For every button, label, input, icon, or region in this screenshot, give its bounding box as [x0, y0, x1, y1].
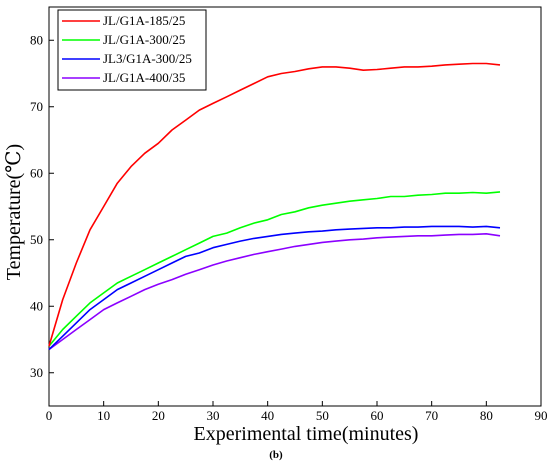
x-tick-label: 50: [316, 408, 329, 423]
legend-label: JL/G1A-400/35: [103, 70, 185, 85]
figure-caption: (b): [269, 449, 283, 461]
x-tick-label: 10: [97, 408, 110, 423]
y-tick-label: 60: [30, 165, 43, 180]
x-tick-label: 80: [480, 408, 493, 423]
x-tick-label: 40: [261, 408, 274, 423]
x-tick-label: 20: [152, 408, 165, 423]
y-axis-label: Temperature(℃): [3, 144, 25, 280]
axes: 0 10 20 30 40 50 60 70 80 90 30 40 50 60 70 80: [30, 6, 548, 423]
legend-box: [57, 9, 207, 91]
series-line-1: [48, 62, 501, 347]
x-tick-label: 60: [371, 408, 384, 423]
x-tick-label: 70: [425, 408, 438, 423]
legend: JL/G1A-185/25 JL/G1A-300/25 JL3/G1A-300/25…: [57, 9, 207, 91]
y-tick-label: 30: [30, 365, 43, 380]
series-line-2: [48, 191, 501, 347]
y-tick-label: 70: [30, 99, 43, 114]
y-tick-label: 80: [30, 32, 43, 47]
series-line-4: [48, 233, 501, 351]
y-tick-label: 50: [30, 232, 43, 247]
x-axis-label: Experimental time(minutes): [194, 423, 419, 445]
y-tick-label: 40: [30, 298, 43, 313]
legend-label: JL/G1A-300/25: [103, 32, 185, 47]
series-lines: [48, 62, 501, 351]
legend-label: JL/G1A-185/25: [103, 13, 185, 28]
x-tick-label: 90: [535, 408, 548, 423]
x-tick-label: 0: [46, 408, 53, 423]
x-tick-label: 30: [207, 408, 220, 423]
legend-label: JL3/G1A-300/25: [103, 51, 192, 66]
plot-frame: [48, 6, 542, 407]
series-line-3: [48, 225, 501, 351]
